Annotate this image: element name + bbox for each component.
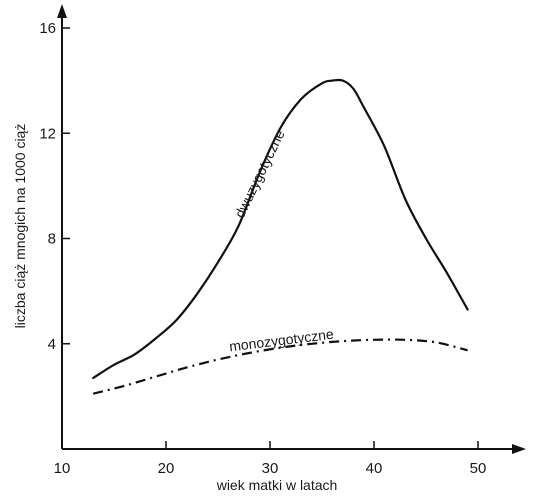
labels-layer: wiek matki w latach liczba ciąż mnogich … (12, 124, 337, 493)
x-axis-label: wiek matki w latach (216, 477, 338, 493)
series-layer (92, 78, 469, 395)
x-tick-label-10: 10 (54, 460, 71, 477)
series-line-monozygotyczne (92, 338, 468, 395)
y-axis-label: liczba ciąż mnogich na 1000 ciąż (12, 124, 28, 329)
y-axis-arrow (57, 4, 67, 18)
x-tick-label-30: 30 (262, 460, 279, 477)
series-line-dwuzygotyczne (92, 78, 469, 380)
x-tick-label-40: 40 (366, 460, 383, 477)
y-tick-label-4: 4 (48, 336, 56, 353)
axes: 10 20 30 40 50 4 8 12 16 (39, 4, 526, 477)
x-tick-label-50: 50 (470, 460, 487, 477)
y-tick-label-8: 8 (48, 231, 56, 248)
y-tick-label-16: 16 (39, 20, 56, 37)
x-tick-label-20: 20 (158, 460, 175, 477)
series-label-dwuzygotyczne: dwuzygotyczne (231, 127, 287, 220)
series-label-monozygotyczne: monozygotyczne (228, 326, 334, 355)
x-axis-arrow (512, 444, 526, 454)
y-tick-label-12: 12 (39, 125, 56, 142)
